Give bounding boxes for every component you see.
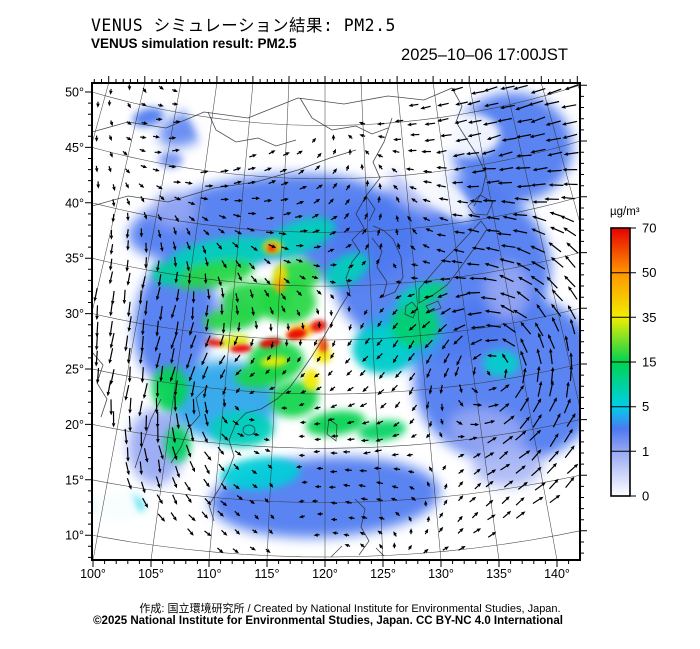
lon-tick-label: 125°	[370, 567, 396, 581]
wind-arrows	[93, 84, 579, 554]
colorbar-tick-label: 35	[642, 310, 656, 325]
lat-tick-label: 20°	[65, 418, 84, 432]
lat-tick-label: 45°	[65, 141, 84, 155]
lat-tick-label: 30°	[65, 307, 84, 321]
lat-tick-label: 15°	[65, 473, 84, 487]
lon-tick-label: 110°	[197, 567, 222, 581]
copyright-line: ©2025 National Institute for Environment…	[93, 615, 563, 627]
lon-tick-label: 115°	[255, 567, 280, 581]
lon-tick-label: 130°	[428, 567, 454, 581]
page-title-english: VENUS simulation result: PM2.5	[91, 36, 297, 51]
colorbar-unit-label: µg/m³	[610, 206, 640, 218]
credit-line: 作成: 国立環境研究所 / Created by National Instit…	[139, 603, 561, 615]
page-title-japanese: VENUS シミュレーション結果: PM2.5	[91, 16, 396, 35]
lat-tick-label: 40°	[65, 196, 84, 210]
lon-tick-label: 100°	[80, 567, 106, 581]
timestamp-label: 2025–10–06 17:00JST	[401, 46, 568, 64]
lon-tick-label: 120°	[312, 567, 338, 581]
lon-tick-label: 105°	[138, 567, 164, 581]
colorbar-tick-label: 0	[642, 489, 649, 504]
lat-tick-label: 25°	[65, 363, 84, 377]
colorbar-tick-label: 70	[642, 221, 656, 236]
lon-tick-label: 140°	[544, 567, 570, 581]
lat-tick-label: 10°	[65, 529, 84, 543]
lon-tick-label: 135°	[486, 567, 512, 581]
map-frame: 100° 105° 110° 115° 120° 125° 130° 135° 140° 10° 1…	[65, 76, 587, 581]
colorbar-tick-label: 15	[642, 355, 656, 370]
lat-tick-label: 35°	[65, 252, 84, 266]
colorbar-tick-label: 5	[642, 399, 649, 414]
lat-tick-label: 50°	[65, 86, 84, 100]
colorbar-tick-label: 1	[642, 444, 649, 459]
colorbar-tick-label: 50	[642, 265, 656, 280]
